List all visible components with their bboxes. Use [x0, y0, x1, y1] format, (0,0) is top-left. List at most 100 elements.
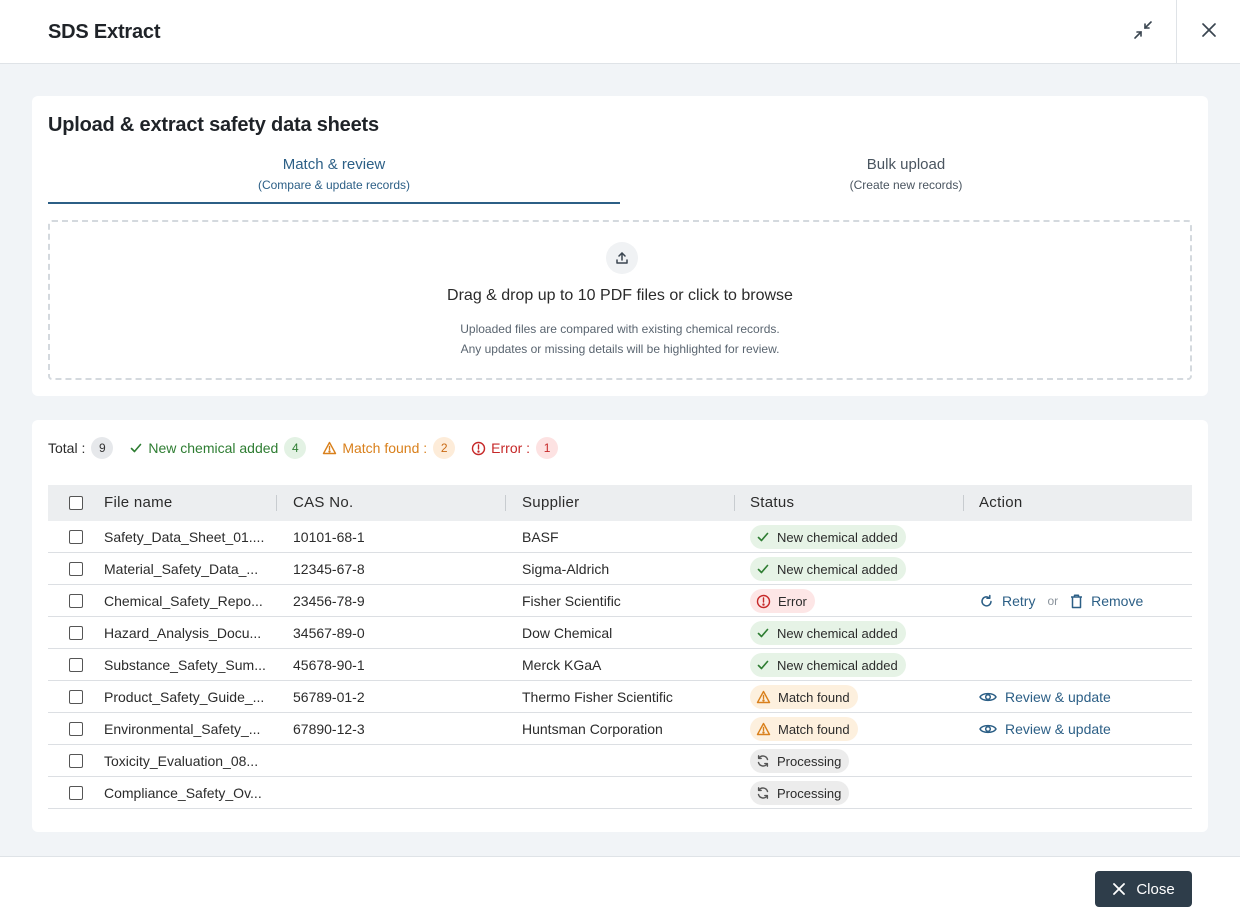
table-header: File name CAS No. Supplier Status Action: [48, 485, 1192, 521]
row-checkbox[interactable]: [69, 594, 83, 608]
table-row[interactable]: Material_Safety_Data_... 12345-67-8 Sigma-…: [48, 553, 1192, 585]
refresh-icon: [756, 786, 770, 800]
review-update-button[interactable]: Review & update: [979, 721, 1111, 737]
tab-bulk-upload[interactable]: Bulk upload (Create new records): [620, 154, 1192, 204]
minimize-button[interactable]: [1111, 0, 1175, 64]
row-checkbox[interactable]: [69, 658, 83, 672]
remove-label: Remove: [1091, 593, 1144, 609]
row-checkbox[interactable]: [69, 530, 83, 544]
file-name-cell: Product_Safety_Guide_...: [104, 689, 265, 705]
close-button[interactable]: Close: [1095, 871, 1192, 907]
file-name-cell: Compliance_Safety_Ov...: [104, 785, 262, 801]
file-name-cell: Material_Safety_Data_...: [104, 561, 259, 577]
summary-error[interactable]: Error : 1: [471, 437, 559, 459]
supplier-cell: [522, 745, 722, 777]
review-update-button[interactable]: Review & update: [979, 689, 1111, 705]
summary-total-count: 9: [91, 437, 114, 459]
tab-sublabel: (Compare & update records): [257, 178, 411, 192]
column-header-file-name[interactable]: File name: [104, 494, 173, 511]
cas-number-cell: 34567-89-0: [293, 625, 365, 641]
status-label: Match found: [778, 721, 850, 737]
cas-number-cell: 23456-78-9: [293, 593, 365, 609]
cas-number-cell: [293, 745, 493, 777]
files-table: File name CAS No. Supplier Status Action…: [48, 485, 1192, 809]
table-row[interactable]: Toxicity_Evaluation_08... Processing: [48, 745, 1192, 777]
review-update-label: Review & update: [1005, 689, 1111, 705]
table-row[interactable]: Substance_Safety_Sum... 45678-90-1 Merck K…: [48, 649, 1192, 681]
row-checkbox[interactable]: [69, 626, 83, 640]
row-checkbox[interactable]: [69, 754, 83, 768]
upload-section-title: Upload & extract safety data sheets: [48, 114, 379, 136]
modal-footer: Close: [0, 856, 1240, 920]
refresh-icon: [756, 754, 770, 768]
status-label: Processing: [777, 753, 842, 769]
supplier-cell: Fisher Scientific: [522, 593, 621, 609]
file-name-cell: Hazard_Analysis_Docu...: [104, 625, 262, 641]
cas-number-cell: 12345-67-8: [293, 561, 365, 577]
remove-button[interactable]: Remove: [1070, 593, 1143, 609]
retry-icon: [979, 594, 994, 609]
status-badge: Error: [750, 589, 815, 613]
table-row[interactable]: Hazard_Analysis_Docu... 34567-89-0 Dow Che…: [48, 617, 1192, 649]
dropzone-help-text: Any updates or missing details will be h…: [460, 342, 780, 356]
supplier-cell: Merck KGaA: [522, 657, 602, 673]
row-checkbox[interactable]: [69, 722, 83, 736]
table-body: Safety_Data_Sheet_01.... 10101-68-1 BASF Ne…: [48, 521, 1192, 809]
results-card: Total : 9 New chemical added 4 Match fou…: [32, 420, 1208, 832]
dropzone-instruction: Drag & drop up to 10 PDF files or click …: [447, 287, 793, 304]
results-summary: Total : 9 New chemical added 4 Match fou…: [48, 436, 574, 460]
close-icon: [1112, 882, 1126, 896]
status-badge: New chemical added: [750, 621, 906, 645]
summary-total-label: Total :: [48, 440, 86, 456]
supplier-cell: BASF: [522, 529, 559, 545]
summary-match[interactable]: Match found : 2: [322, 437, 456, 459]
table-row[interactable]: Environmental_Safety_... 67890-12-3 Huntsm…: [48, 713, 1192, 745]
file-name-cell: Chemical_Safety_Repo...: [104, 593, 263, 609]
cas-number-cell: 10101-68-1: [293, 529, 365, 545]
warning-triangle-icon: [756, 722, 771, 736]
file-dropzone[interactable]: Drag & drop up to 10 PDF files or click …: [48, 220, 1192, 380]
file-name-cell: Safety_Data_Sheet_01....: [104, 529, 265, 545]
dropzone-help-text: Uploaded files are compared with existin…: [460, 322, 780, 336]
column-resize-handle[interactable]: [963, 495, 964, 511]
table-row[interactable]: Safety_Data_Sheet_01.... 10101-68-1 BASF Ne…: [48, 521, 1192, 553]
modal-title: SDS Extract: [48, 21, 161, 43]
row-actions: Review & update: [979, 681, 1111, 713]
table-row[interactable]: Product_Safety_Guide_... 56789-01-2 Thermo…: [48, 681, 1192, 713]
summary-new[interactable]: New chemical added 4: [129, 437, 307, 459]
status-badge: New chemical added: [750, 653, 906, 677]
close-button-label: Close: [1136, 880, 1175, 898]
column-header-supplier[interactable]: Supplier: [522, 494, 580, 511]
status-label: New chemical added: [777, 657, 898, 673]
table-row[interactable]: Chemical_Safety_Repo... 23456-78-9 Fisher …: [48, 585, 1192, 617]
modal-header: SDS Extract: [0, 0, 1240, 64]
row-checkbox[interactable]: [69, 690, 83, 704]
row-checkbox[interactable]: [69, 786, 83, 800]
status-badge: Processing: [750, 749, 850, 773]
upload-card: Upload & extract safety data sheets Matc…: [32, 96, 1208, 396]
status-label: New chemical added: [777, 561, 898, 577]
status-label: Processing: [777, 785, 842, 801]
summary-match-count: 2: [433, 437, 456, 459]
error-circle-icon: [756, 594, 771, 609]
table-row[interactable]: Compliance_Safety_Ov... Processing: [48, 777, 1192, 809]
tab-label: Bulk upload: [866, 156, 946, 173]
file-name-cell: Environmental_Safety_...: [104, 721, 261, 737]
retry-button[interactable]: Retry: [979, 593, 1035, 609]
file-name-cell: Toxicity_Evaluation_08...: [104, 753, 259, 769]
cas-number-cell: [293, 777, 493, 809]
header-close-button[interactable]: [1176, 0, 1240, 64]
column-resize-handle[interactable]: [276, 495, 277, 511]
column-resize-handle[interactable]: [505, 495, 506, 511]
check-icon: [756, 530, 770, 544]
summary-new-label: New chemical added: [148, 440, 279, 456]
check-icon: [756, 658, 770, 672]
column-header-cas[interactable]: CAS No.: [293, 494, 354, 511]
column-resize-handle[interactable]: [734, 495, 735, 511]
select-all-checkbox[interactable]: [69, 496, 83, 510]
supplier-cell: Dow Chemical: [522, 625, 613, 641]
column-header-status[interactable]: Status: [750, 494, 795, 511]
status-badge: Match found: [750, 685, 858, 709]
tab-match-review[interactable]: Match & review (Compare & update records…: [48, 154, 620, 204]
row-checkbox[interactable]: [69, 562, 83, 576]
